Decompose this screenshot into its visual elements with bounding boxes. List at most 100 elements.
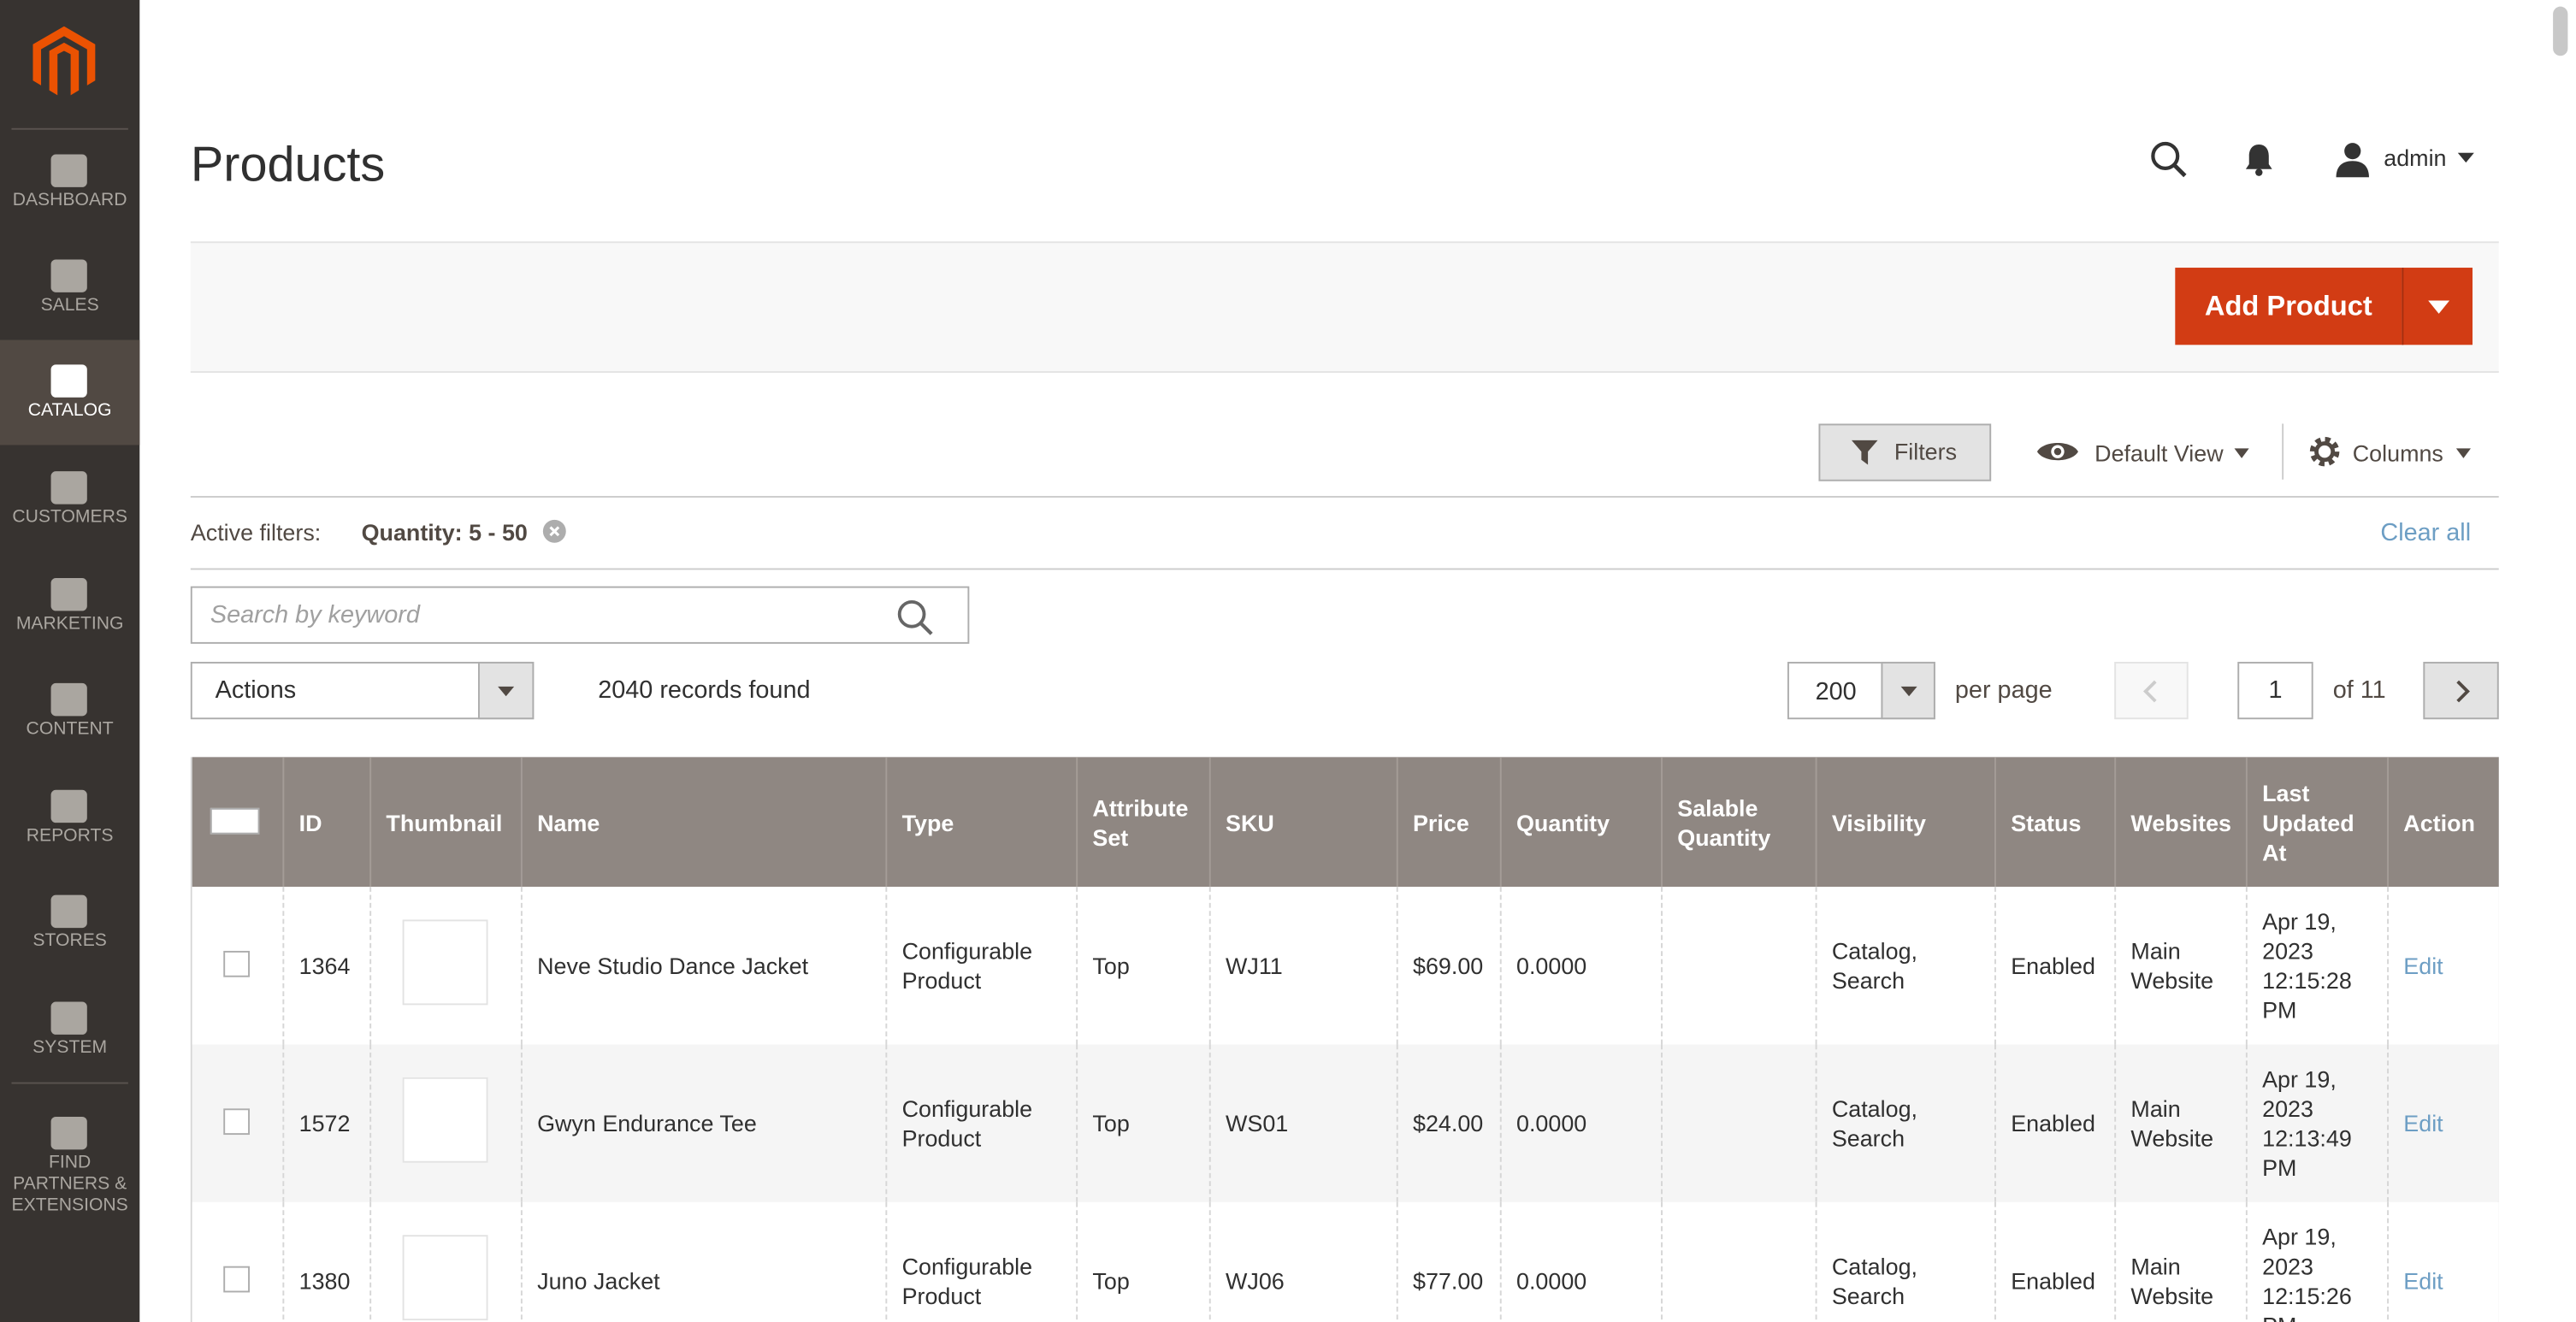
cell-divider: [1815, 1044, 1817, 1202]
next-page-button[interactable]: [2423, 661, 2499, 720]
per-page-label: per page: [1954, 676, 2053, 705]
nav-item[interactable]: SYSTEM: [32, 1037, 108, 1058]
cell: Enabled: [2011, 1267, 2095, 1295]
edit-link[interactable]: Edit: [2403, 1110, 2443, 1136]
actions-toggle[interactable]: [477, 661, 535, 720]
cell: Top: [1092, 1110, 1130, 1136]
column-header[interactable]: Quantity: [1516, 808, 1610, 835]
thumbnail: [402, 919, 488, 1006]
search-input[interactable]: Search by keyword: [190, 586, 970, 644]
cell: $69.00: [1412, 952, 1484, 979]
page-title: Products: [190, 138, 386, 192]
logo[interactable]: [32, 26, 96, 99]
cell-divider: [885, 887, 888, 1045]
cell: 1364: [298, 952, 351, 979]
cell: 1572: [298, 1110, 351, 1136]
cell: Configurable Product: [901, 937, 1033, 994]
nav-item[interactable]: STORES: [32, 930, 107, 951]
remove-filter-icon[interactable]: [542, 519, 567, 544]
column-header[interactable]: Websites: [2130, 808, 2232, 835]
nav-icon: [50, 364, 87, 398]
cell-divider: [1499, 1201, 1502, 1322]
cell: 0.0000: [1516, 1110, 1587, 1136]
column-divider: [1499, 757, 1502, 888]
nav-item[interactable]: CUSTOMERS: [12, 507, 127, 528]
filters-button[interactable]: Filters: [1818, 423, 1992, 481]
prev-page-button[interactable]: [2114, 661, 2189, 720]
nav-icon: [50, 578, 87, 611]
cell: Top: [1092, 1267, 1130, 1295]
clear-all-link[interactable]: Clear all: [2380, 518, 2472, 547]
columns-selector[interactable]: Columns: [2352, 440, 2443, 467]
column-header[interactable]: Thumbnail: [386, 808, 503, 835]
row-checkbox[interactable]: [223, 1266, 250, 1293]
cell-divider: [282, 1201, 285, 1322]
nav-icon: [50, 894, 87, 929]
cell-divider: [1208, 887, 1211, 1045]
edit-link[interactable]: Edit: [2403, 1267, 2443, 1295]
actions-dropdown[interactable]: Actions: [190, 661, 535, 720]
column-header[interactable]: Price: [1412, 808, 1469, 835]
nav-icon: [50, 471, 87, 505]
nav-item[interactable]: SALES: [40, 295, 99, 316]
cell-divider: [1208, 1201, 1211, 1322]
active-filters-label: Active filters:: [190, 518, 322, 546]
nav-item[interactable]: DASHBOARD: [12, 190, 127, 210]
cell-divider: [369, 887, 372, 1045]
column-header[interactable]: Attribute Set: [1092, 794, 1189, 850]
column-header[interactable]: Last Updated At: [2262, 779, 2354, 865]
column-header[interactable]: Name: [537, 808, 600, 835]
cell: 0.0000: [1516, 1267, 1587, 1295]
view-selector[interactable]: Default View: [2094, 440, 2224, 467]
cell: Enabled: [2011, 952, 2095, 979]
column-header[interactable]: Visibility: [1831, 808, 1926, 835]
table-row: [192, 1201, 2499, 1322]
thumbnail: [402, 1235, 488, 1321]
cell: $77.00: [1412, 1267, 1484, 1295]
column-header[interactable]: ID: [298, 808, 322, 835]
nav-item[interactable]: REPORTS: [26, 826, 114, 847]
cell: Enabled: [2011, 1110, 2095, 1136]
nav-item[interactable]: CONTENT: [26, 719, 114, 740]
cell: Apr 19, 2023 12:15:26 PM: [2262, 1223, 2352, 1322]
add-product-menu[interactable]: [2402, 268, 2473, 345]
cell: $24.00: [1412, 1110, 1484, 1136]
add-product-button[interactable]: Add Product: [2175, 268, 2402, 345]
cell: WJ11: [1226, 952, 1283, 979]
page-input[interactable]: 1: [2237, 661, 2313, 720]
cell-divider: [1076, 887, 1078, 1045]
select-all-checkbox[interactable]: [210, 807, 260, 835]
active-filter: Quantity: 5 - 50: [361, 518, 528, 546]
column-header[interactable]: Action: [2403, 808, 2475, 835]
search-icon[interactable]: [2149, 139, 2189, 179]
user-name[interactable]: admin: [2384, 145, 2447, 171]
cell-divider: [1396, 887, 1398, 1045]
nav-item[interactable]: MARKETING: [15, 614, 124, 634]
per-page-toggle[interactable]: [1881, 661, 1935, 720]
cell-divider: [282, 1044, 285, 1202]
column-header[interactable]: Salable Quantity: [1677, 794, 1771, 850]
row-checkbox[interactable]: [223, 1108, 250, 1136]
row-checkbox[interactable]: [223, 950, 250, 977]
column-divider: [282, 757, 285, 888]
column-header[interactable]: Type: [901, 808, 954, 835]
column-header[interactable]: Status: [2011, 808, 2082, 835]
cell: 0.0000: [1516, 952, 1587, 979]
cell-divider: [1396, 1201, 1398, 1322]
notifications-icon[interactable]: [2242, 141, 2275, 177]
column-divider: [885, 757, 888, 888]
column-divider: [1208, 757, 1211, 888]
search-button[interactable]: [895, 598, 935, 637]
edit-link[interactable]: Edit: [2403, 952, 2443, 979]
cell: Catalog, Search: [1831, 1095, 1918, 1152]
nav-item[interactable]: FIND PARTNERS & EXTENSIONS: [11, 1153, 128, 1216]
nav-item[interactable]: CATALOG: [27, 400, 112, 421]
cell-divider: [1994, 1201, 1996, 1322]
caret: [2457, 152, 2474, 163]
per-page-input[interactable]: 200: [1787, 661, 1935, 720]
nav-icon: [50, 789, 87, 823]
column-header[interactable]: SKU: [1226, 808, 1274, 835]
user-icon[interactable]: [2335, 141, 2371, 178]
